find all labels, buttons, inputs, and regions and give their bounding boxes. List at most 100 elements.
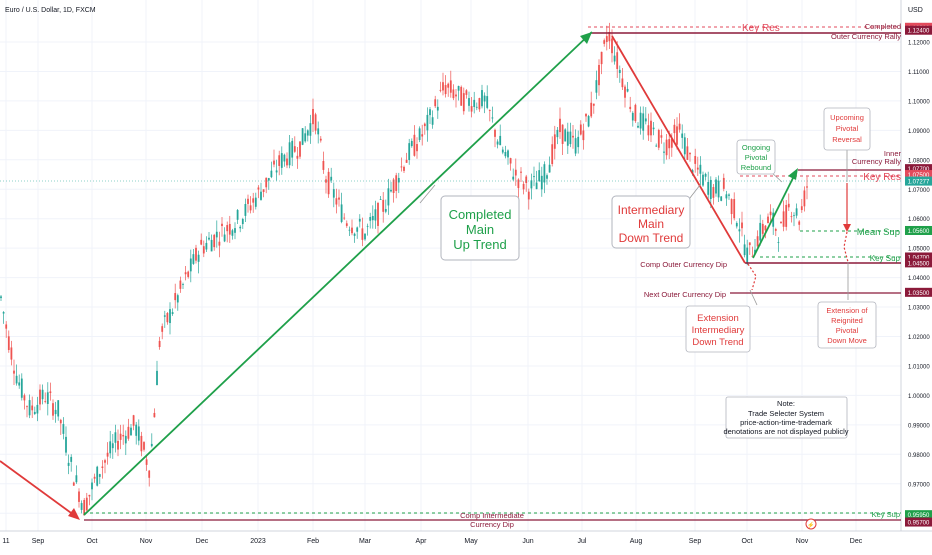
price-tick-label: 1.06000 — [908, 217, 930, 223]
price-axis[interactable]: 1.12000 1.11000 1.10000 1.09000 1.08000 1.070… — [908, 41, 930, 518]
candle-body — [478, 98, 481, 110]
candle-body — [574, 138, 577, 154]
price-tag — [905, 252, 932, 262]
candle-body — [598, 64, 600, 86]
pivotal-rebound-line[interactable] — [752, 171, 797, 259]
candle-body — [171, 312, 174, 314]
candle-body — [59, 419, 62, 424]
candle-body — [117, 440, 119, 450]
reignited-callout-box[interactable] — [817, 301, 877, 349]
candle-body — [462, 93, 465, 112]
candle-body — [647, 125, 650, 136]
main-up-trend-line[interactable] — [83, 31, 593, 516]
symbol-title: Euro / U.S. Dollar, 1D, FXCM — [5, 7, 96, 14]
candle-body — [564, 129, 567, 142]
candle-body — [104, 460, 106, 463]
candle-body — [226, 225, 229, 232]
candle-body — [787, 203, 790, 208]
candle-body — [293, 146, 296, 152]
candle-body — [725, 194, 728, 199]
candle-body — [553, 134, 556, 149]
candle-body — [626, 88, 629, 92]
candle-body — [746, 247, 749, 264]
candle-body — [312, 108, 314, 125]
extension-dotted-path — [747, 263, 757, 291]
candle-body — [80, 503, 83, 510]
reignited-callout-l1: Extension of — [826, 306, 868, 315]
candle-body — [504, 151, 507, 157]
candle-body — [291, 140, 294, 158]
candle-body — [150, 443, 153, 447]
candle-body — [683, 137, 686, 155]
event-marker-icon[interactable] — [805, 518, 817, 530]
candle-body — [382, 199, 385, 212]
rebound-callout-box[interactable] — [736, 139, 776, 175]
price-tick-label: 0.97000 — [908, 482, 930, 488]
rebound-callout-l2: Pivotal — [745, 153, 768, 162]
candle-body — [395, 175, 398, 191]
candle-body — [23, 395, 26, 401]
candle-body — [696, 167, 699, 170]
candle-body — [239, 226, 242, 229]
candle-body — [457, 86, 460, 91]
candle-body — [559, 118, 561, 133]
time-tick-label: 11 — [2, 538, 9, 545]
price-tag — [905, 25, 932, 35]
candle-body — [348, 229, 351, 231]
candle-body — [507, 150, 509, 158]
candle-body — [374, 209, 377, 221]
price-tags: 1.125001.124001.077001.075001.072771.056… — [905, 22, 932, 527]
reversal-callout-box[interactable] — [823, 107, 871, 151]
candle-body — [356, 227, 359, 232]
reignited-dotted-path — [843, 231, 849, 263]
candle-body — [18, 382, 21, 386]
candle-body — [101, 466, 104, 468]
extension-callout-box[interactable] — [685, 305, 751, 353]
candle-body — [283, 154, 286, 162]
candle-body — [72, 482, 75, 486]
candle-body — [189, 258, 192, 272]
down-trend-callout-box[interactable] — [611, 195, 691, 249]
candle-body — [114, 432, 117, 443]
candle-body — [436, 106, 439, 111]
up-trend-callout-box[interactable] — [440, 195, 520, 261]
candle-body — [670, 138, 673, 148]
candle-body — [676, 126, 678, 145]
candle-body — [369, 217, 372, 221]
candle-body — [5, 324, 8, 329]
reversal-callout-l2: Pivotal — [836, 124, 859, 133]
candle-body — [642, 113, 645, 131]
candle-body — [140, 435, 143, 452]
candle-body — [26, 406, 28, 408]
candle-body — [234, 228, 236, 233]
candle-body — [782, 211, 785, 227]
candle-body — [780, 222, 782, 224]
candle-body — [319, 138, 322, 141]
candle-body — [184, 272, 187, 275]
price-tick-label: 1.04000 — [908, 276, 930, 282]
candle-body — [806, 186, 808, 188]
candle-body — [764, 225, 767, 231]
candle-body — [169, 309, 171, 324]
time-tick-label: Sep — [32, 538, 45, 545]
candle-body — [143, 442, 145, 450]
prior-down-trend-line[interactable] — [0, 460, 79, 519]
candle-body — [314, 114, 317, 131]
candle-body — [741, 222, 743, 229]
candle-body — [790, 216, 793, 218]
price-tag — [905, 176, 932, 186]
time-axis[interactable]: 11 Sep Oct Nov Dec 2023 Feb Mar Apr May Jun Jul Aug S… — [2, 538, 862, 545]
candle-body — [707, 181, 710, 195]
candle-body — [353, 233, 356, 236]
candle-body — [309, 123, 312, 136]
main-down-trend-line[interactable] — [611, 35, 746, 264]
candle-body — [673, 124, 676, 134]
candle-body — [585, 113, 587, 117]
candle-body — [761, 223, 764, 234]
time-tick-label: Aug — [630, 538, 643, 545]
rebound-arrowhead — [788, 168, 798, 180]
candle-body — [280, 153, 283, 168]
candle-body — [221, 223, 223, 227]
